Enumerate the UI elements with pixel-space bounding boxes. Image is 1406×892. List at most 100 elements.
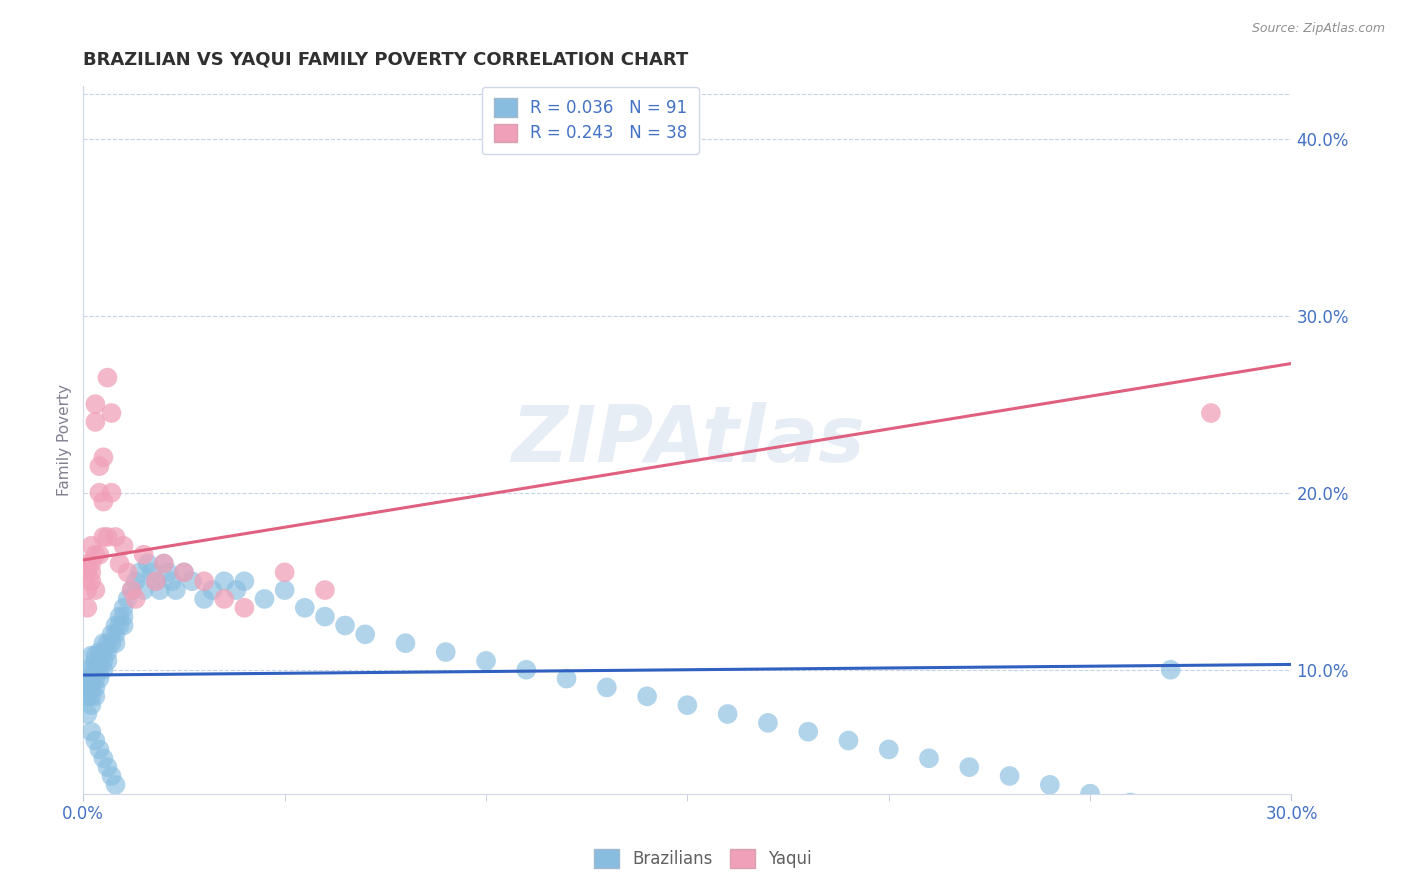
Point: [96, 645, 118, 659]
Point: [104, 636, 127, 650]
Point: [797, 724, 820, 739]
Point: [89, 742, 111, 756]
Point: [124, 591, 146, 606]
Legend: Brazilians, Yaqui: Brazilians, Yaqui: [588, 843, 818, 875]
Point: [76, 566, 98, 580]
Point: [394, 636, 416, 650]
Point: [108, 618, 131, 632]
Point: [314, 609, 336, 624]
Point: [84, 733, 107, 747]
Point: [253, 591, 276, 606]
Point: [515, 663, 537, 677]
Point: [89, 672, 111, 686]
Point: [84, 690, 107, 704]
Point: [193, 574, 215, 589]
Point: [124, 574, 146, 589]
Point: [112, 609, 135, 624]
Point: [93, 654, 115, 668]
Point: [80, 648, 103, 663]
Point: [294, 600, 316, 615]
Point: [233, 600, 256, 615]
Text: ZIPAtlas: ZIPAtlas: [510, 401, 865, 477]
Point: [112, 618, 135, 632]
Point: [756, 715, 779, 730]
Point: [76, 690, 98, 704]
Point: [1160, 663, 1182, 677]
Point: [160, 574, 183, 589]
Point: [100, 406, 122, 420]
Point: [76, 672, 98, 686]
Point: [80, 557, 103, 571]
Point: [212, 591, 235, 606]
Point: [1039, 778, 1062, 792]
Point: [998, 769, 1021, 783]
Point: [80, 698, 103, 713]
Point: [273, 583, 295, 598]
Point: [93, 450, 115, 465]
Point: [173, 566, 195, 580]
Point: [132, 583, 155, 598]
Point: [93, 645, 115, 659]
Point: [165, 583, 187, 598]
Point: [141, 566, 163, 580]
Point: [156, 566, 179, 580]
Point: [104, 778, 127, 792]
Point: [80, 672, 103, 686]
Point: [1199, 406, 1222, 420]
Point: [1119, 796, 1142, 810]
Text: BRAZILIAN VS YAQUI FAMILY POVERTY CORRELATION CHART: BRAZILIAN VS YAQUI FAMILY POVERTY CORREL…: [83, 51, 689, 69]
Point: [1078, 787, 1101, 801]
Point: [117, 566, 139, 580]
Point: [96, 370, 118, 384]
Point: [314, 583, 336, 598]
Point: [193, 591, 215, 606]
Point: [76, 706, 98, 721]
Point: [96, 636, 118, 650]
Point: [225, 583, 247, 598]
Point: [80, 663, 103, 677]
Point: [89, 645, 111, 659]
Point: [117, 591, 139, 606]
Point: [96, 654, 118, 668]
Point: [596, 681, 619, 695]
Point: [121, 583, 143, 598]
Point: [93, 636, 115, 650]
Point: [100, 485, 122, 500]
Point: [84, 681, 107, 695]
Point: [104, 627, 127, 641]
Point: [676, 698, 699, 713]
Point: [89, 548, 111, 562]
Legend: R = 0.036   N = 91, R = 0.243   N = 38: R = 0.036 N = 91, R = 0.243 N = 38: [482, 87, 699, 154]
Point: [636, 690, 658, 704]
Point: [918, 751, 941, 765]
Point: [89, 654, 111, 668]
Point: [121, 583, 143, 598]
Point: [76, 583, 98, 598]
Point: [112, 539, 135, 553]
Point: [132, 548, 155, 562]
Point: [89, 459, 111, 474]
Point: [93, 530, 115, 544]
Point: [128, 566, 150, 580]
Point: [89, 663, 111, 677]
Point: [84, 583, 107, 598]
Point: [201, 583, 224, 598]
Point: [112, 600, 135, 615]
Point: [149, 583, 172, 598]
Y-axis label: Family Poverty: Family Poverty: [58, 384, 72, 496]
Point: [80, 539, 103, 553]
Point: [93, 494, 115, 508]
Point: [76, 557, 98, 571]
Point: [80, 566, 103, 580]
Point: [212, 574, 235, 589]
Text: Source: ZipAtlas.com: Source: ZipAtlas.com: [1251, 22, 1385, 36]
Point: [957, 760, 980, 774]
Point: [100, 636, 122, 650]
Point: [434, 645, 457, 659]
Point: [173, 566, 195, 580]
Point: [76, 681, 98, 695]
Point: [96, 530, 118, 544]
Point: [108, 557, 131, 571]
Point: [555, 672, 578, 686]
Point: [181, 574, 204, 589]
